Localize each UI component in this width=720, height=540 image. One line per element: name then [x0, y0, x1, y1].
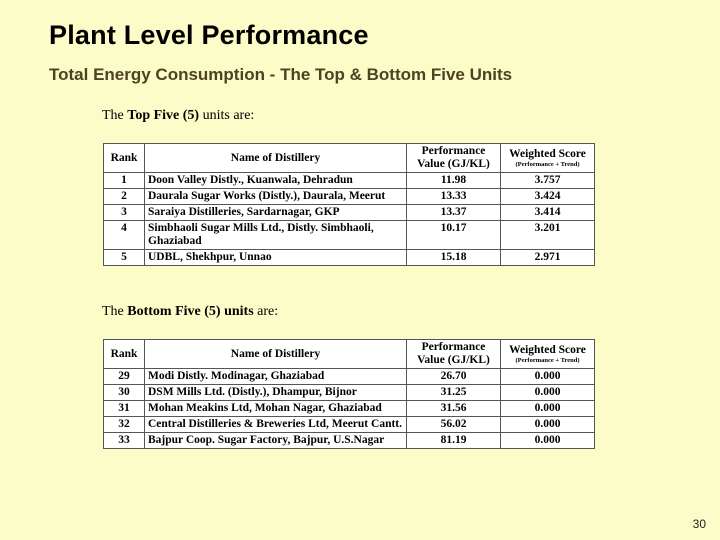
top-intro-bold: Top Five (5)	[127, 108, 200, 123]
bottom-intro-prefix: The	[102, 304, 128, 319]
page-subtitle: Total Energy Consumption - The Top & Bot…	[49, 65, 513, 84]
performance-cell: 15.18	[406, 249, 501, 266]
table-header-row: Rank Name of Distillery Performance Valu…	[103, 339, 595, 369]
score-cell: 0.000	[500, 400, 595, 417]
header-performance: Performance Value (GJ/KL)	[406, 339, 501, 369]
distillery-name-cell: Doon Valley Distly., Kuanwala, Dehradun	[144, 172, 407, 189]
top-intro-suffix: units are:	[199, 108, 255, 123]
rank-cell: 30	[103, 384, 145, 401]
performance-cell: 31.56	[406, 400, 501, 417]
score-cell: 0.000	[500, 368, 595, 385]
rank-cell: 31	[103, 400, 145, 417]
header-score-sub: (Performance + Trend)	[515, 356, 580, 364]
distillery-name-cell: DSM Mills Ltd. (Distly.), Dhampur, Bijno…	[144, 384, 407, 401]
page-title: Plant Level Performance	[49, 20, 369, 50]
bottom-intro-suffix: are:	[253, 304, 279, 319]
header-rank: Rank	[103, 143, 145, 173]
rank-cell: 32	[103, 416, 145, 433]
distillery-name-cell: Bajpur Coop. Sugar Factory, Bajpur, U.S.…	[144, 432, 407, 449]
performance-cell: 13.37	[406, 204, 501, 221]
table-row: 29 Modi Distly. Modinagar, Ghaziabad 26.…	[103, 368, 595, 385]
table-row: 33 Bajpur Coop. Sugar Factory, Bajpur, U…	[103, 432, 595, 449]
table-row: 1 Doon Valley Distly., Kuanwala, Dehradu…	[103, 172, 595, 189]
header-name: Name of Distillery	[144, 143, 407, 173]
header-name: Name of Distillery	[144, 339, 407, 369]
rank-cell: 1	[103, 172, 145, 189]
distillery-name-cell: Daurala Sugar Works (Distly.), Daurala, …	[144, 188, 407, 205]
distillery-name-cell: Mohan Meakins Ltd, Mohan Nagar, Ghaziaba…	[144, 400, 407, 417]
rank-cell: 5	[103, 249, 145, 266]
header-score-label: Weighted Score	[509, 343, 586, 356]
table-row: 30 DSM Mills Ltd. (Distly.), Dhampur, Bi…	[103, 384, 595, 401]
performance-cell: 13.33	[406, 188, 501, 205]
score-cell: 3.424	[500, 188, 595, 205]
header-performance: Performance Value (GJ/KL)	[406, 143, 501, 173]
performance-cell: 56.02	[406, 416, 501, 433]
score-cell: 0.000	[500, 416, 595, 433]
table-row: 3 Saraiya Distilleries, Sardarnagar, GKP…	[103, 204, 595, 221]
distillery-name-cell: Simbhaoli Sugar Mills Ltd., Distly. Simb…	[144, 220, 407, 250]
table-header-row: Rank Name of Distillery Performance Valu…	[103, 143, 595, 173]
score-cell: 2.971	[500, 249, 595, 266]
rank-cell: 4	[103, 220, 145, 250]
header-score-label: Weighted Score	[509, 147, 586, 160]
rank-cell: 3	[103, 204, 145, 221]
slide-number: 30	[692, 517, 706, 531]
bottom-intro-bold: Bottom Five (5) units	[127, 304, 254, 319]
distillery-name-cell: Modi Distly. Modinagar, Ghaziabad	[144, 368, 407, 385]
rank-cell: 33	[103, 432, 145, 449]
score-cell: 3.414	[500, 204, 595, 221]
table-row: 2 Daurala Sugar Works (Distly.), Daurala…	[103, 188, 595, 205]
score-cell: 0.000	[500, 384, 595, 401]
table-row: 5 UDBL, Shekhpur, Unnao 15.18 2.971	[103, 249, 595, 266]
distillery-name-cell: Central Distilleries & Breweries Ltd, Me…	[144, 416, 407, 433]
rank-cell: 29	[103, 368, 145, 385]
score-cell: 3.757	[500, 172, 595, 189]
performance-cell: 26.70	[406, 368, 501, 385]
score-cell: 0.000	[500, 432, 595, 449]
table-row: 4 Simbhaoli Sugar Mills Ltd., Distly. Si…	[103, 220, 595, 250]
bottom-five-table: Rank Name of Distillery Performance Valu…	[103, 339, 595, 449]
performance-cell: 10.17	[406, 220, 501, 250]
header-rank: Rank	[103, 339, 145, 369]
table-row: 31 Mohan Meakins Ltd, Mohan Nagar, Ghazi…	[103, 400, 595, 417]
distillery-name-cell: UDBL, Shekhpur, Unnao	[144, 249, 407, 266]
table-row: 32 Central Distilleries & Breweries Ltd,…	[103, 416, 595, 433]
performance-cell: 81.19	[406, 432, 501, 449]
top-five-table: Rank Name of Distillery Performance Valu…	[103, 143, 595, 266]
distillery-name-cell: Saraiya Distilleries, Sardarnagar, GKP	[144, 204, 407, 221]
performance-cell: 11.98	[406, 172, 501, 189]
header-score-sub: (Performance + Trend)	[515, 160, 580, 168]
performance-cell: 31.25	[406, 384, 501, 401]
top-five-intro: The Top Five (5) units are:	[102, 108, 254, 124]
top-intro-prefix: The	[102, 108, 128, 123]
header-weighted-score: Weighted Score (Performance + Trend)	[500, 339, 595, 369]
rank-cell: 2	[103, 188, 145, 205]
header-weighted-score: Weighted Score (Performance + Trend)	[500, 143, 595, 173]
bottom-five-intro: The Bottom Five (5) units are:	[102, 304, 278, 320]
score-cell: 3.201	[500, 220, 595, 250]
